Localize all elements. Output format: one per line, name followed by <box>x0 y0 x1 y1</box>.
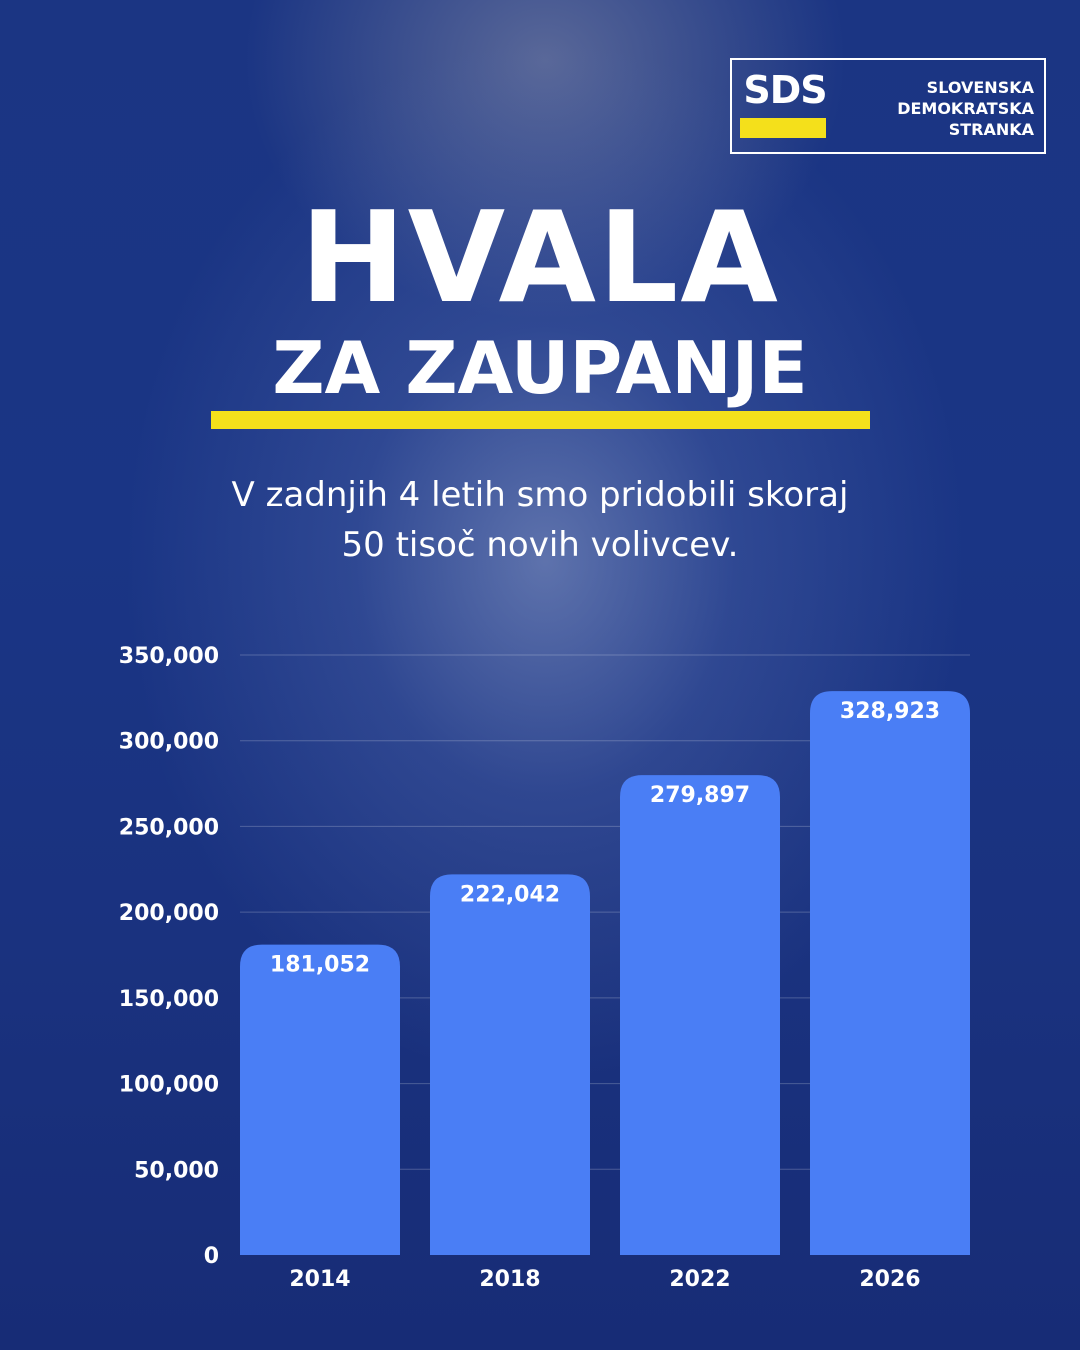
logo-mark: SDS <box>743 68 827 112</box>
y-tick-label: 200,000 <box>119 901 219 926</box>
bar-2014 <box>240 944 400 1255</box>
intro-text: V zadnjih 4 letih smo pridobili skoraj 5… <box>0 470 1080 570</box>
logo-name-line: DEMOKRATSKA <box>897 99 1034 118</box>
logo-party-name: SLOVENSKA DEMOKRATSKA STRANKA <box>844 77 1034 140</box>
y-tick-label: 0 <box>204 1244 219 1269</box>
bar-value-label: 328,923 <box>840 699 940 724</box>
y-axis-labels: 0 50,000 100,000 150,000 200,000 250,000 300,0… <box>119 644 219 1269</box>
bar-2018 <box>430 874 590 1255</box>
chart-bars: 181,052 222,042 279,897 328,923 <box>240 691 970 1255</box>
headline: HVALA <box>300 184 780 331</box>
y-tick-label: 150,000 <box>119 987 219 1012</box>
logo-name-line: STRANKA <box>948 120 1034 139</box>
x-tick-label: 2026 <box>859 1267 920 1292</box>
y-tick-label: 300,000 <box>119 730 219 755</box>
intro-line: V zadnjih 4 letih smo pridobili skoraj <box>231 475 849 515</box>
y-tick-label: 100,000 <box>119 1073 219 1098</box>
y-tick-label: 250,000 <box>119 815 219 840</box>
subheadline: ZA ZAUPANJE <box>272 326 808 410</box>
bar-2022 <box>620 775 780 1255</box>
x-axis-labels: 2014 2018 2022 2026 <box>289 1267 920 1292</box>
bar-value-label: 222,042 <box>460 882 560 907</box>
headline-underline <box>211 411 870 429</box>
bar-value-label: 279,897 <box>650 783 750 808</box>
party-logo: SDS SLOVENSKA DEMOKRATSKA STRANKA <box>730 58 1046 154</box>
intro-line: 50 tisoč novih volivcev. <box>341 525 739 565</box>
bar-value-label: 181,052 <box>270 953 370 978</box>
logo-accent-bar <box>740 118 826 138</box>
x-tick-label: 2014 <box>289 1267 350 1292</box>
x-tick-label: 2022 <box>669 1267 730 1292</box>
logo-name-line: SLOVENSKA <box>926 78 1034 97</box>
y-tick-label: 50,000 <box>134 1158 219 1183</box>
x-tick-label: 2018 <box>479 1267 540 1292</box>
y-tick-label: 350,000 <box>119 644 219 669</box>
bar-2026 <box>810 691 970 1255</box>
